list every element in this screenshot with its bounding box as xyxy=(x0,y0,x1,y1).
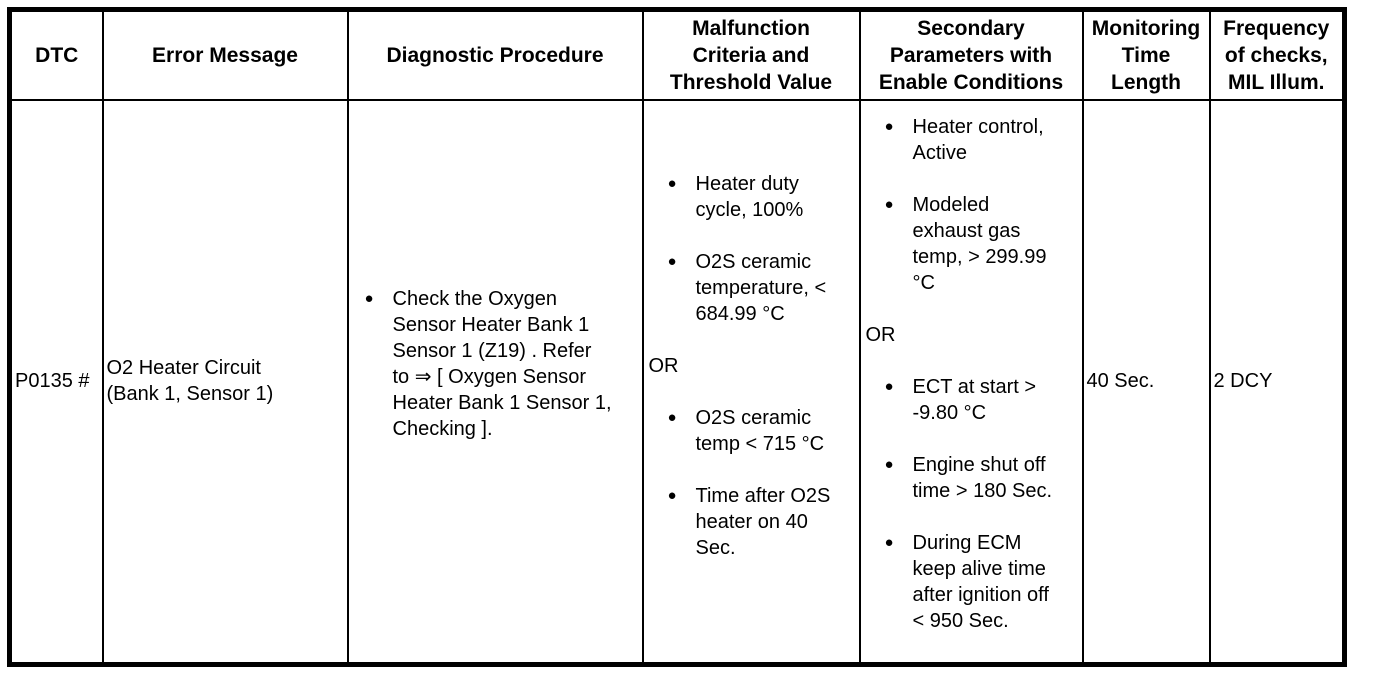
list-item-text: Heater duty cycle, 100% xyxy=(695,173,804,222)
col-header-secondary-parameters: Secondary Parameters with Enable Conditi… xyxy=(858,8,1084,101)
list-item-text: Heater control, Active xyxy=(912,116,1044,165)
bullet-list-item: ● Check the Oxygen Sensor Heater Bank 1 S… xyxy=(353,286,636,442)
malfunction-criteria-cell: ● Heater duty cycle, 100% ● O2S ceramic tem… xyxy=(641,98,861,666)
bullet-icon: ● xyxy=(884,534,894,552)
list-item-text: OR xyxy=(648,355,679,378)
bullet-icon: ● xyxy=(884,456,894,474)
bullet-list-item: ● Heater duty cycle, 100% xyxy=(648,171,853,223)
list-item-text: O2S ceramic temperature, < 684.99 °C xyxy=(695,251,827,326)
col-header-diagnostic-procedure: Diagnostic Procedure xyxy=(346,8,644,101)
list-item-text: Check the Oxygen Sensor Heater Bank 1 Se… xyxy=(392,288,612,441)
col-header-monitoring-time: Monitoring Time Length xyxy=(1081,8,1211,101)
col-header-dtc: DTC xyxy=(8,8,104,101)
bullet-list-item: ● Heater control, Active xyxy=(865,114,1076,166)
list-item-text: OR xyxy=(865,324,896,347)
or-label: OR xyxy=(865,322,1076,348)
bullet-icon: ● xyxy=(884,196,894,214)
bullet-list-item: ● During ECM keep alive time after igniti… xyxy=(865,530,1076,634)
list-item-text: Modeled exhaust gas temp, > 299.99 °C xyxy=(912,194,1047,295)
list-item-text: O2S ceramic temp < 715 °C xyxy=(695,407,825,456)
frequency-cell: 2 DCY xyxy=(1208,98,1346,666)
col-header-error-message: Error Message xyxy=(101,8,349,101)
or-label: OR xyxy=(648,353,853,379)
bullet-list-item: ● ECT at start > -9.80 °C xyxy=(865,374,1076,426)
bullet-icon: ● xyxy=(667,487,677,505)
col-header-frequency: Frequency of checks, MIL Illum. xyxy=(1208,8,1346,101)
bullet-icon: ● xyxy=(667,409,677,427)
bullet-icon: ● xyxy=(667,253,677,271)
bullet-list-item: ● Modeled exhaust gas temp, > 299.99 °C xyxy=(865,192,1076,296)
bullet-list-item: ● Engine shut off time > 180 Sec. xyxy=(865,452,1076,504)
dtc-diagnostic-table: DTC Error Message Diagnostic Procedure M… xyxy=(7,7,1347,667)
table-row: P0135 # O2 Heater Circuit (Bank 1, Senso… xyxy=(8,98,1346,666)
bullet-icon: ● xyxy=(884,118,894,136)
bullet-list-item: ● O2S ceramic temp < 715 °C xyxy=(648,405,853,457)
list-item-text: Engine shut off time > 180 Sec. xyxy=(912,454,1053,503)
bullet-icon: ● xyxy=(667,175,677,193)
bullet-list-item: ● O2S ceramic temperature, < 684.99 °C xyxy=(648,249,853,327)
bullet-icon: ● xyxy=(364,290,374,308)
table-header-row: DTC Error Message Diagnostic Procedure M… xyxy=(8,8,1346,101)
dtc-cell: P0135 # xyxy=(8,98,104,666)
bullet-icon: ● xyxy=(884,378,894,396)
list-item-text: Time after O2S heater on 40 Sec. xyxy=(695,485,831,560)
bullet-list-item: ● Time after O2S heater on 40 Sec. xyxy=(648,483,853,561)
monitoring-time-cell: 40 Sec. xyxy=(1081,98,1211,666)
diagnostic-procedure-cell: ● Check the Oxygen Sensor Heater Bank 1 S… xyxy=(346,98,644,666)
list-item-text: During ECM keep alive time after ignitio… xyxy=(912,532,1049,633)
error-message-cell: O2 Heater Circuit (Bank 1, Sensor 1) xyxy=(101,98,349,666)
list-item-text: ECT at start > -9.80 °C xyxy=(912,376,1037,425)
secondary-parameters-cell: ● Heater control, Active ● Modeled exhaust … xyxy=(858,98,1084,666)
col-header-malfunction-criteria: Malfunction Criteria and Threshold Value xyxy=(641,8,861,101)
